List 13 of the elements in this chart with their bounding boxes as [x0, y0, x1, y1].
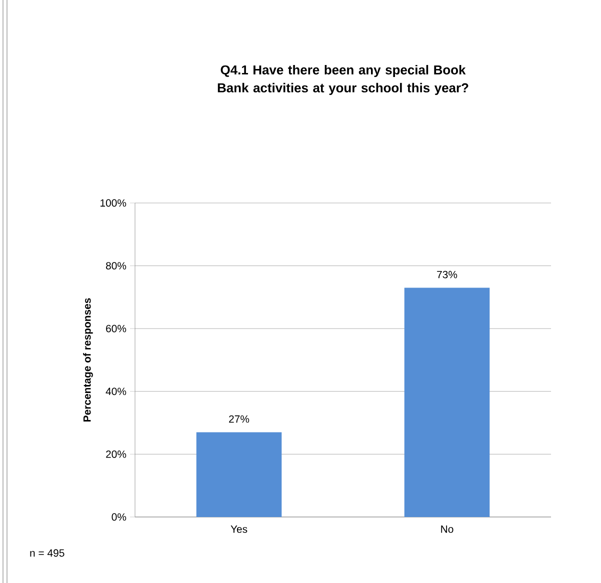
data-label: 73% — [437, 270, 458, 278]
y-axis-title: Percentage of responses — [83, 298, 93, 422]
data-label: 27% — [229, 415, 250, 423]
y-tick-label: 40% — [106, 388, 126, 396]
x-tick-label: Yes — [230, 526, 248, 533]
y-tick-label: 0% — [112, 513, 126, 521]
y-tick-label: 100% — [100, 199, 126, 207]
text: n = 495 — [30, 549, 64, 557]
y-tick-label: 20% — [106, 450, 126, 458]
y-tick-label: 80% — [106, 262, 126, 270]
chart-title: Q4.1 Have there been any special Book Bank activities at your school this year? — [218, 64, 468, 95]
y-tick-label: 60% — [106, 324, 126, 332]
x-tick-label: No — [441, 526, 454, 533]
